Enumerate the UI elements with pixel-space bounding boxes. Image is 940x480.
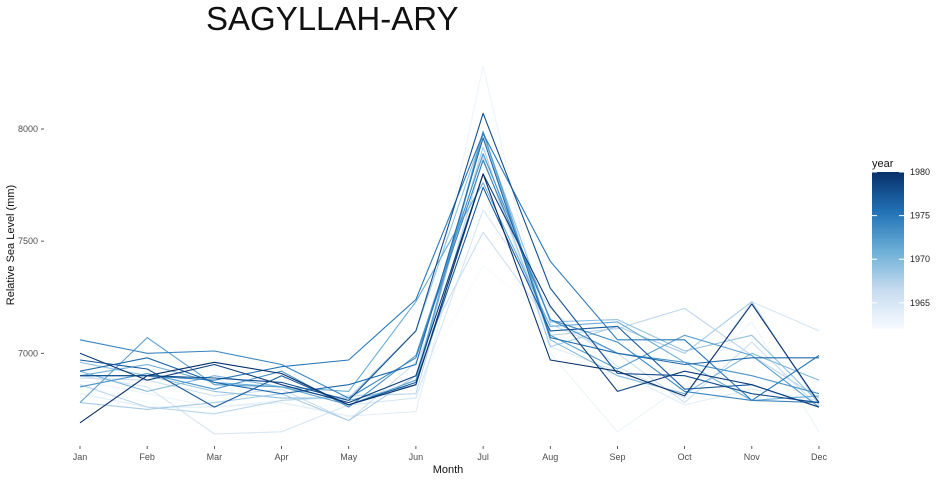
legend-colorbar	[872, 172, 904, 329]
legend-title: year	[872, 158, 894, 170]
series-line-1965	[79, 209, 820, 435]
y-axis-title: Relative Sea Level (mm)	[5, 185, 17, 305]
x-tick-label: Jul	[477, 452, 489, 462]
legend-tick-label: 1975	[910, 211, 930, 221]
series-line-1973	[79, 153, 820, 408]
x-tick-label: Aug	[542, 452, 558, 462]
series-line-1972	[79, 130, 820, 408]
chart-title: SAGYLLAH-ARY	[206, 0, 459, 37]
x-tick-label: Dec	[811, 452, 828, 462]
y-tick-label: 7500	[18, 236, 38, 246]
legend-tick-label: 1965	[910, 298, 930, 308]
x-tick-label: Jun	[409, 452, 424, 462]
year-legend: year 1965 1970 1975 1980	[872, 158, 930, 329]
x-tick-label: Oct	[678, 452, 693, 462]
x-tick-label: Jan	[73, 452, 88, 462]
x-tick-label: Nov	[744, 452, 761, 462]
plot-area	[79, 65, 820, 435]
series-line-1978	[80, 112, 820, 404]
y-axis: 7000 7500 8000	[18, 124, 44, 358]
series-line-1975	[80, 132, 820, 401]
legend-tick-label: 1970	[910, 254, 930, 264]
x-tick-label: Feb	[139, 452, 155, 462]
x-tick-label: Mar	[207, 452, 223, 462]
series-line-1980	[79, 173, 820, 424]
x-tick-label: May	[340, 452, 358, 462]
x-axis: Jan Feb Mar Apr May Jun Jul Aug Sep Oct Nov Dec	[73, 446, 828, 462]
series-line-1968	[79, 146, 820, 422]
series-line-1979	[79, 173, 820, 408]
series-line-1974	[79, 159, 820, 404]
series-line-1977	[79, 186, 820, 408]
y-tick-label: 8000	[18, 124, 38, 134]
y-tick-label: 7000	[18, 348, 38, 358]
series-line-1976	[79, 137, 819, 395]
x-axis-title: Month	[433, 464, 464, 476]
x-tick-label: Sep	[609, 452, 625, 462]
x-tick-label: Apr	[275, 452, 289, 462]
legend-tick-label: 1980	[910, 167, 930, 177]
series-line-1962	[79, 265, 820, 417]
series-line-1969	[79, 132, 820, 403]
